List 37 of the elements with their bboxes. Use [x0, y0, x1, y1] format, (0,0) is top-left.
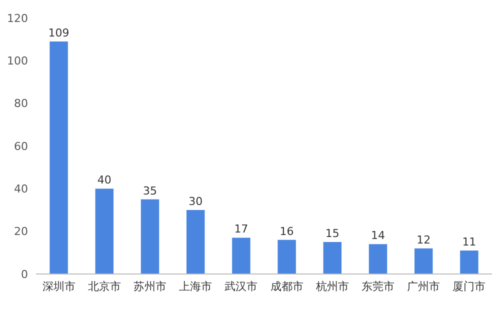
data-label: 35 — [143, 184, 157, 198]
y-tick-label: 20 — [14, 225, 28, 238]
bar — [323, 242, 342, 274]
bar — [232, 238, 250, 274]
bar — [140, 199, 160, 274]
bar — [278, 240, 296, 274]
data-label: 40 — [97, 174, 112, 187]
bar — [460, 250, 478, 274]
data-label: 109 — [48, 26, 70, 40]
y-tick-label: 120 — [7, 12, 28, 25]
data-label: 12 — [416, 233, 431, 246]
bar — [95, 188, 114, 274]
data-label: 30 — [188, 195, 203, 208]
bar — [50, 41, 68, 274]
x-tick-label: 武汉市 — [224, 280, 258, 293]
y-tick-label: 60 — [14, 140, 28, 153]
bar — [186, 210, 205, 274]
x-tick-label: 广州市 — [407, 280, 440, 293]
x-tick-label: 深圳市 — [42, 280, 76, 293]
y-tick-label: 80 — [14, 97, 28, 110]
data-label: 17 — [234, 222, 248, 236]
y-tick-label: 100 — [7, 54, 28, 68]
data-label: 11 — [462, 236, 476, 249]
bar — [414, 248, 433, 274]
data-label: 15 — [325, 227, 340, 240]
x-tick-label: 东莞市 — [362, 280, 394, 293]
x-tick-label: 北京市 — [88, 280, 121, 293]
y-tick-label: 40 — [14, 182, 28, 196]
x-tick-label: 杭州市 — [314, 280, 349, 293]
data-label: 14 — [371, 229, 385, 242]
x-tick-label: 厦门市 — [452, 280, 486, 293]
x-tick-label: 成都市 — [270, 280, 304, 293]
bar — [368, 244, 388, 274]
x-tick-label: 上海市 — [179, 280, 212, 293]
x-tick-label: 苏州市 — [134, 280, 166, 293]
y-tick-label: 0 — [21, 268, 28, 281]
data-label: 16 — [280, 224, 294, 238]
